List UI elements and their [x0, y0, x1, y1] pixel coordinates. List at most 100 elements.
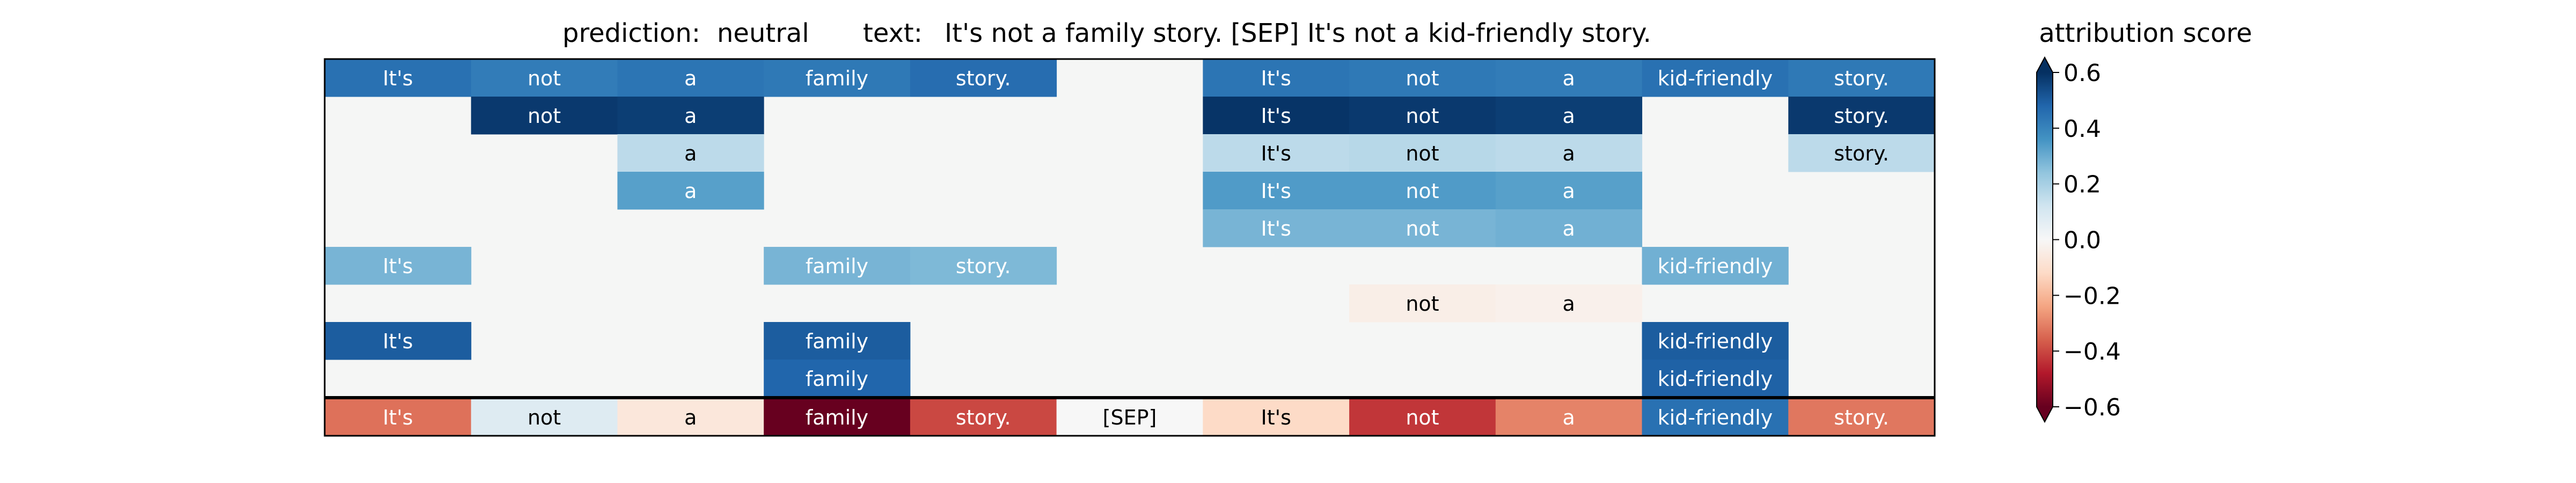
heatmap-cell: [1203, 97, 1350, 135]
heatmap-cell: [617, 59, 764, 97]
colorbar-gradient: [2037, 72, 2053, 407]
score-cell-label: It's: [383, 406, 413, 429]
heatmap-cell: [1349, 284, 1496, 323]
score-cell-label: a: [1563, 406, 1575, 429]
heatmap-cell-label: not: [528, 104, 561, 128]
colorbar-tick-label: 0.6: [2063, 60, 2101, 87]
heatmap-cell: [1349, 59, 1496, 97]
heatmap-cell-label: family: [806, 67, 868, 90]
score-cell: [764, 398, 911, 436]
heatmap-cell: [764, 247, 911, 285]
heatmap-cell-label: a: [684, 179, 697, 203]
heatmap-cell: [910, 59, 1057, 97]
heatmap-cell-label: It's: [1261, 179, 1291, 203]
heatmap-cell-label: not: [1406, 104, 1439, 128]
heatmap-cell: [1495, 172, 1643, 210]
score-cell: [1203, 398, 1350, 436]
heatmap-cell: [1495, 284, 1643, 323]
heatmap-cell-label: It's: [1261, 217, 1291, 240]
colorbar-tick-label: 0.2: [2063, 171, 2101, 199]
heatmap-cell-label: It's: [383, 254, 413, 278]
score-cell: [910, 398, 1057, 436]
heatmap-cell-label: a: [1563, 142, 1575, 165]
score-cell-label: a: [684, 406, 697, 429]
heatmap-cell: [1788, 59, 1935, 97]
heatmap-cell-label: It's: [1261, 142, 1291, 165]
heatmap-cell: [1788, 97, 1935, 135]
heatmap-cell-label: not: [1406, 67, 1439, 90]
colorbar-tick-label: 0.4: [2063, 115, 2101, 143]
heatmap-cell: [1349, 209, 1496, 247]
heatmap-cell-label: kid-friendly: [1658, 254, 1773, 278]
heatmap-cell: [617, 134, 764, 172]
heatmap-cell-label: a: [684, 67, 697, 90]
heatmap-cell: [1642, 360, 1789, 398]
heatmap-cell: [325, 322, 472, 360]
heatmap-cell: [1642, 247, 1789, 285]
heatmap-cell-label: story.: [956, 254, 1011, 278]
score-cell-label: not: [1406, 406, 1439, 429]
heatmap-cell: [1349, 97, 1496, 135]
heatmap-cell: [471, 59, 618, 97]
colorbar-tick-label: −0.4: [2063, 338, 2121, 365]
heatmap-cell-label: a: [1563, 67, 1575, 90]
heatmap-cell: [325, 59, 472, 97]
heatmap-cell-label: It's: [383, 67, 413, 90]
prediction-value: neutral: [717, 18, 809, 48]
heatmap-grid: It's not a family story. It's not a kid-friendly…: [324, 58, 1936, 437]
heatmap-cell: [910, 247, 1057, 285]
heatmap-cell: [764, 322, 911, 360]
heatmap-cell: [1642, 322, 1789, 360]
heatmap-cell: [471, 97, 618, 135]
heatmap-cell: [325, 247, 472, 285]
heatmap-cell: [1349, 134, 1496, 172]
colorbar-tick-label: −0.6: [2063, 394, 2121, 421]
heatmap-cell-label: a: [1563, 292, 1575, 316]
prediction-label: prediction:: [562, 18, 700, 48]
colorbar-extend-top: [2037, 57, 2053, 72]
heatmap-cell-label: kid-friendly: [1658, 330, 1773, 353]
heatmap-cell-label: kid-friendly: [1658, 367, 1773, 391]
heatmap-cell-label: not: [1406, 217, 1439, 240]
score-cell: [617, 398, 764, 436]
heatmap-cell-label: a: [684, 142, 697, 165]
colorbar-extend-bottom: [2037, 407, 2053, 422]
heatmap-cell-label: a: [1563, 217, 1575, 240]
heatmap-cell-label: not: [1406, 142, 1439, 165]
score-cell-label: not: [528, 406, 561, 429]
score-cell: [1642, 398, 1789, 436]
heatmap-cell: [1495, 134, 1643, 172]
text-value: It's not a family story. [SEP] It's not …: [945, 18, 1651, 48]
heatmap-cell: [1349, 172, 1496, 210]
score-cell: [1495, 398, 1643, 436]
heatmap-cell-label: a: [1563, 104, 1575, 128]
heatmap-cell: [1642, 59, 1789, 97]
heatmap-cell-label: It's: [1261, 67, 1291, 90]
heatmap-cell-label: not: [1406, 179, 1439, 203]
score-cell-label: [SEP]: [1103, 406, 1157, 429]
score-cell-label: It's: [1261, 406, 1291, 429]
heatmap-cell-label: a: [684, 104, 697, 128]
heatmap-cell-label: not: [1406, 292, 1439, 316]
colorbar: 0.6 0.4 0.2 0.0 −0.2 −0.4 −0.6: [2036, 56, 2121, 423]
heatmap-cell-label: family: [806, 367, 868, 391]
heatmap-cell: [1788, 134, 1935, 172]
heatmap-cell-label: not: [528, 67, 561, 90]
score-cell: [1349, 398, 1496, 436]
heatmap-cell-label: It's: [383, 330, 413, 353]
heatmap-cell: [617, 172, 764, 210]
heatmap-cell: [617, 97, 764, 135]
heatmap-cell: [1203, 172, 1350, 210]
score-cell: [1056, 398, 1203, 436]
score-cell-label: family: [806, 406, 868, 429]
heatmap-cell: [764, 360, 911, 398]
heatmap-cell-label: family: [806, 330, 868, 353]
heatmap-cell-label: story.: [1834, 142, 1889, 165]
heatmap-cell: [1495, 59, 1643, 97]
heatmap-cell: [1203, 59, 1350, 97]
heatmap-cell: [764, 59, 911, 97]
heatmap-cell-label: kid-friendly: [1658, 67, 1773, 90]
score-cell-label: story.: [956, 406, 1011, 429]
score-cell-label: story.: [1834, 406, 1889, 429]
